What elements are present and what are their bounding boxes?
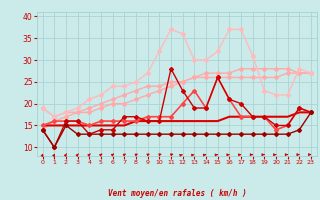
Text: Vent moyen/en rafales ( km/h ): Vent moyen/en rafales ( km/h ): [108, 189, 247, 198]
